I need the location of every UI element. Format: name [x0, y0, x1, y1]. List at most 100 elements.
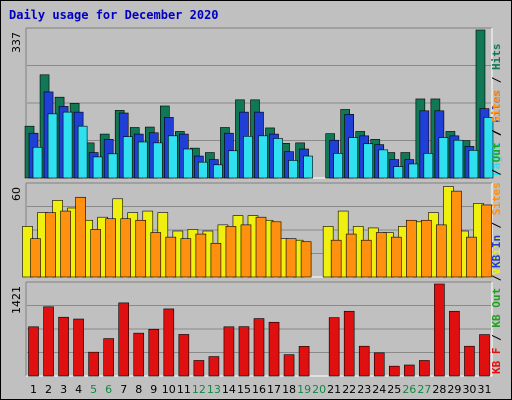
bar-sites [421, 219, 432, 278]
bar-sites [436, 224, 447, 278]
bar-sites [30, 238, 41, 278]
bar-sites [60, 210, 71, 278]
bar-kb-f [253, 318, 265, 377]
bar-pages [152, 142, 163, 179]
bar-pages [228, 150, 238, 179]
legend-separator: / [490, 268, 503, 288]
bar-kb-f [133, 332, 145, 377]
bar-sites [120, 218, 132, 278]
bar-kb-f [464, 345, 475, 377]
bar-sites [466, 236, 477, 278]
x-tick-label: 13 [207, 383, 221, 396]
bar-sites [375, 232, 387, 278]
legend-entry: Visits [490, 235, 503, 275]
bar-pages [183, 148, 193, 179]
bar-kb-f [283, 354, 295, 377]
legend-entry: Out [490, 143, 503, 163]
x-tick-label: 3 [60, 383, 67, 396]
x-tick-label: 2 [45, 383, 52, 396]
bar-kb-f [268, 321, 280, 377]
x-tick-label: 19 [297, 383, 311, 396]
bar-sites [345, 233, 357, 278]
bar-pages [348, 137, 358, 179]
bar-kb-f [58, 316, 69, 377]
x-tick-label: 1 [30, 383, 37, 396]
x-tick-label: 12 [192, 383, 206, 396]
legend-entry: Hits [490, 44, 503, 71]
x-tick-label: 9 [150, 383, 157, 396]
legend-entry: Sites [490, 90, 503, 123]
bar-kb-f [28, 326, 39, 377]
bar-sites [270, 221, 282, 278]
legend-entry: Sites [490, 182, 503, 215]
bar-pages [213, 164, 223, 179]
bar-sites [150, 232, 162, 278]
bar-sites [45, 212, 56, 278]
bar-kb-f [388, 365, 400, 377]
bar-kb-f [343, 310, 355, 377]
x-tick-label: 24 [372, 383, 386, 396]
x-tick-label: 22 [342, 383, 356, 396]
bar-pages [47, 113, 58, 179]
bar-pages [168, 135, 178, 179]
x-tick-label: 15 [237, 383, 251, 396]
bar-pages [393, 166, 404, 179]
bar-pages [408, 163, 419, 179]
bar-kb-f [238, 326, 250, 377]
x-tick-label: 16 [252, 383, 266, 396]
x-tick-label: 26 [402, 383, 416, 396]
x-tick-label: 4 [75, 383, 82, 396]
x-tick-label: 11 [177, 383, 191, 396]
bar-kb-f [328, 317, 340, 377]
bar-kb-f [163, 308, 175, 377]
x-tick-label: 27 [417, 383, 431, 396]
bar-pages [423, 153, 434, 179]
bar-pages [288, 160, 298, 179]
legend-separator: / [490, 70, 503, 90]
bar-sites [210, 242, 222, 278]
bar-sites [165, 236, 177, 278]
legend-separator: / [490, 215, 503, 235]
bar-pages [483, 117, 494, 179]
bar-kb-f [434, 283, 445, 377]
x-tick-label: 23 [357, 383, 371, 396]
bar-pages [333, 153, 343, 179]
bar-pages [62, 111, 73, 179]
panel-legend: Visits / Sites / Out / Sites [490, 90, 503, 276]
chart-title: Daily usage for December 2020 [9, 8, 219, 22]
bar-pages [107, 153, 118, 179]
bar-kb-f [419, 360, 430, 377]
bar-pages [92, 156, 103, 179]
bar-sites [135, 219, 147, 278]
y-max-label: 337 [10, 32, 23, 53]
bar-kb-f [298, 346, 310, 377]
x-tick-label: 18 [282, 383, 296, 396]
bar-pages [32, 146, 43, 179]
bar-sites [360, 239, 372, 278]
bar-sites [225, 226, 237, 278]
bar-kb-f [373, 352, 385, 377]
x-tick-label: 7 [120, 383, 127, 396]
panel-legend: KB F / KB Out / KB In [490, 235, 503, 374]
bar-pages [468, 150, 479, 179]
x-tick-label: 8 [135, 383, 142, 396]
bar-kb-f [404, 364, 415, 377]
bar-sites [75, 196, 86, 278]
bar-kb-f [118, 302, 130, 377]
bar-sites [180, 238, 192, 278]
bar-kb-f [449, 310, 460, 377]
bar-sites [406, 219, 417, 278]
legend-separator: / [490, 328, 503, 348]
bar-pages [453, 139, 464, 179]
x-tick-label: 14 [222, 383, 236, 396]
bar-kb-f [208, 356, 220, 377]
bar-pages [363, 143, 374, 179]
bar-sites [195, 233, 207, 278]
panel-2: 60 Visits / Sites / Out / Sites [10, 90, 503, 278]
bar-kb-f [148, 328, 160, 377]
bar-pages [303, 155, 313, 179]
bar-pages [258, 135, 268, 179]
bar-sites [451, 190, 462, 278]
